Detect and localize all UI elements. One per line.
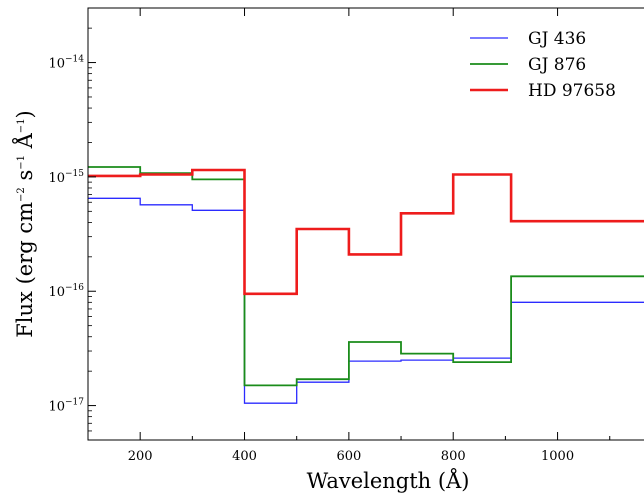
legend-label: GJ 436 bbox=[528, 29, 586, 49]
x-tick-label: 600 bbox=[336, 449, 361, 464]
legend-label: HD 97658 bbox=[528, 81, 616, 101]
legend-label: GJ 876 bbox=[528, 55, 586, 75]
ticks-layer: 200 400 600 800 1000 10−17 10−16 10−15 10−14 bbox=[48, 7, 611, 464]
y-tick-label: 10−15 bbox=[48, 169, 84, 186]
legend: GJ 436 GJ 876 HD 97658 bbox=[470, 29, 616, 101]
x-tick-label: 800 bbox=[441, 449, 466, 464]
x-tick-label: 400 bbox=[232, 449, 257, 464]
y-axis-label: Flux (erg cm−2 s−1 Å−1) bbox=[12, 110, 37, 338]
series-line-gj-876 bbox=[88, 166, 644, 387]
series-line-gj-436 bbox=[88, 197, 644, 404]
series-line-hd-97658 bbox=[88, 168, 644, 296]
y-tick-label: 10−16 bbox=[48, 283, 84, 300]
x-tick-label: 200 bbox=[128, 449, 153, 464]
series-layer bbox=[88, 166, 644, 404]
plot-frame bbox=[87, 7, 644, 441]
x-tick-label: 1000 bbox=[541, 449, 574, 464]
y-tick-label: 10−14 bbox=[48, 55, 84, 72]
y-tick-label: 10−17 bbox=[48, 398, 84, 415]
x-axis-label: Wavelength (Å) bbox=[307, 468, 470, 493]
